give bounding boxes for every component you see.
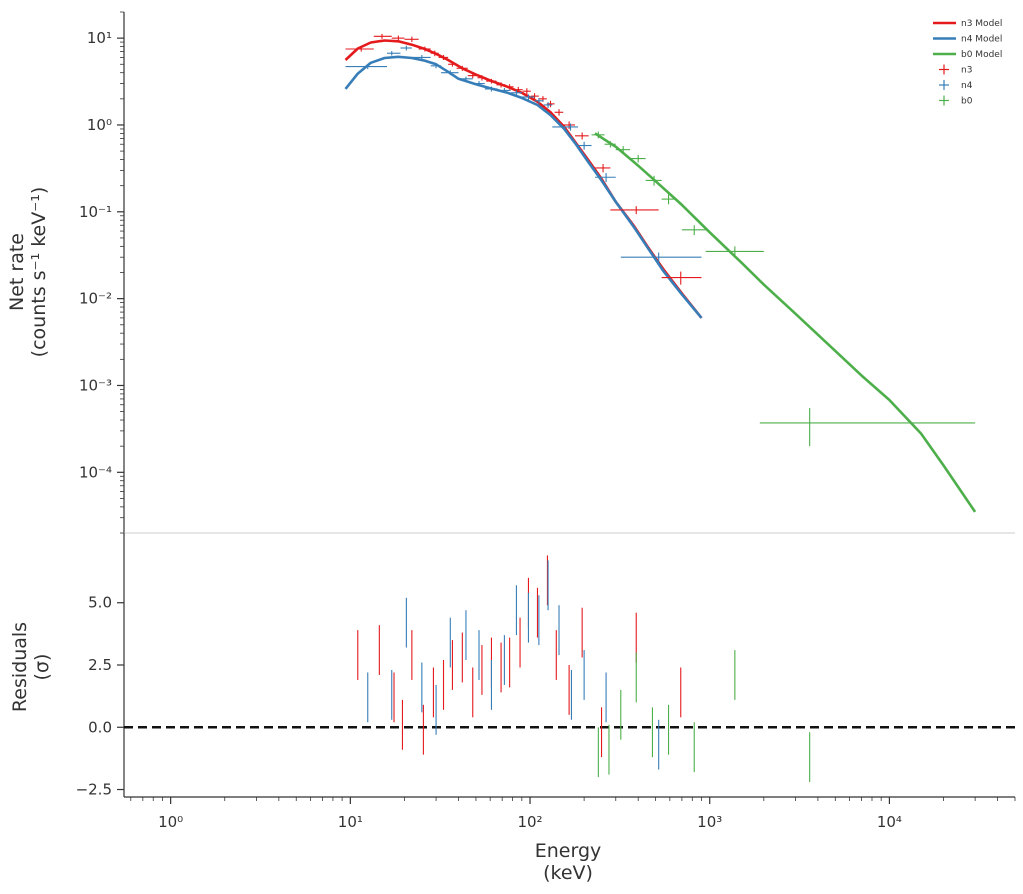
spectrum-y-label-line: Net rate <box>6 233 28 311</box>
n3-data-point <box>595 164 611 173</box>
n3-data-point <box>505 84 514 90</box>
n3-model-line <box>344 39 703 319</box>
b0-data-point <box>681 225 706 236</box>
n3-data-point <box>418 46 431 52</box>
n3-data-point <box>496 82 506 88</box>
n4-data-point <box>543 102 553 108</box>
residual-y-tick-label: 2.5 <box>88 656 112 674</box>
n4-data-point <box>620 252 702 263</box>
n4-data-point <box>484 86 498 92</box>
n4-data-point <box>521 94 535 100</box>
x-tick-label: 10³ <box>697 813 722 831</box>
x-tick-label: 10² <box>517 813 542 831</box>
residuals-y-label: Residuals (σ) <box>9 622 53 712</box>
axis-labels: Net rate (counts s⁻¹ keV⁻¹) Residuals (σ) En… <box>6 187 601 884</box>
x-tick-label: 10¹ <box>338 813 363 831</box>
y-tick-label: 10⁻¹ <box>79 203 112 221</box>
y-tick-label: 10⁻² <box>79 290 112 308</box>
n4-data-point <box>441 70 459 76</box>
legend: n3 Model n4 Model b0 Model n3 n4 b0 <box>933 19 1002 107</box>
energy-x-label-line: (keV) <box>543 862 593 884</box>
n4-data-point <box>510 90 522 96</box>
n4-data-point <box>578 141 592 150</box>
n4-data-point <box>552 123 579 131</box>
n3-data-point <box>391 35 405 41</box>
legend-entry-label: b0 Model <box>961 50 1002 60</box>
b0-data-point <box>629 155 646 163</box>
residuals-y-label-line: Residuals <box>9 622 31 712</box>
spectrum-panel: 10¹ 10⁰ 10⁻¹ 10⁻² 10⁻³ 10⁻⁴ <box>79 11 1015 534</box>
n4-data-point <box>400 45 412 51</box>
n3-data-point <box>530 93 539 100</box>
legend-entry-label: n4 <box>961 81 973 91</box>
n3-data-point <box>575 132 589 140</box>
b0-data-point <box>759 408 976 447</box>
b0-data-point <box>705 246 764 258</box>
residuals-y-label-line: (σ) <box>31 654 53 681</box>
n3-data-point <box>404 36 419 43</box>
b0-model-line <box>594 132 977 513</box>
y-tick-label: 10¹ <box>87 29 112 47</box>
b0-data-point <box>615 146 630 154</box>
legend-entry-label: n3 <box>961 66 972 76</box>
n4-data-point <box>430 63 442 69</box>
spectrum-y-label: Net rate (counts s⁻¹ keV⁻¹) <box>6 187 50 358</box>
n3-data-point <box>345 46 374 52</box>
n4-data-point <box>387 51 401 56</box>
legend-entry-label: b0 <box>961 97 973 107</box>
n3-data-point <box>373 33 392 39</box>
residual-y-tick-label: 5.0 <box>88 594 112 612</box>
n3-data-point <box>456 65 468 71</box>
n3-data-point <box>554 109 564 116</box>
y-tick-label: 10⁻⁴ <box>79 463 112 481</box>
n3-data-point <box>467 73 478 79</box>
b0-data-point <box>645 175 662 186</box>
residual-y-tick-label: −2.5 <box>76 781 112 799</box>
energy-x-label: Energy(keV) <box>535 840 602 884</box>
b0-data-point <box>661 194 675 205</box>
b0-data-point <box>591 131 605 139</box>
energy-x-label-line: Energy <box>535 840 602 862</box>
n4-data-point <box>345 64 388 70</box>
y-tick-label: 10⁰ <box>87 116 112 134</box>
n4-data-point <box>534 98 544 104</box>
n3-data-point <box>563 121 576 129</box>
legend-entry-label: n3 Model <box>961 19 1002 29</box>
n4-model-line <box>344 55 703 319</box>
residuals-panel: 10⁰ 10¹ 10² 10³ 10⁴ 5.0 2.5 0.0 −2.5 <box>76 533 1016 831</box>
spectrum-y-label-line: (counts s⁻¹ keV⁻¹) <box>28 187 50 358</box>
n3-data-point <box>513 86 523 93</box>
n4-data-point <box>411 54 431 61</box>
x-tick-label: 10⁰ <box>158 813 183 831</box>
n4-data-point <box>458 76 473 82</box>
x-tick-label: 10⁴ <box>877 813 902 831</box>
n3-data-point <box>448 62 457 67</box>
n3-data-point <box>430 50 439 57</box>
n3-data-point <box>438 54 449 61</box>
residual-y-tick-label: 0.0 <box>88 718 112 736</box>
n4-data-point <box>472 81 485 87</box>
legend-entry-label: n4 Model <box>961 35 1002 45</box>
y-tick-label: 10⁻³ <box>79 376 112 394</box>
n3-data-point <box>486 78 497 84</box>
n4-data-point <box>595 172 616 183</box>
n3-data-point <box>661 271 702 285</box>
n3-data-point <box>522 88 531 95</box>
b0-data-point <box>604 141 616 148</box>
n4-data-point <box>497 87 511 94</box>
n3-data-point <box>610 206 659 215</box>
n3-data-point <box>477 75 487 81</box>
